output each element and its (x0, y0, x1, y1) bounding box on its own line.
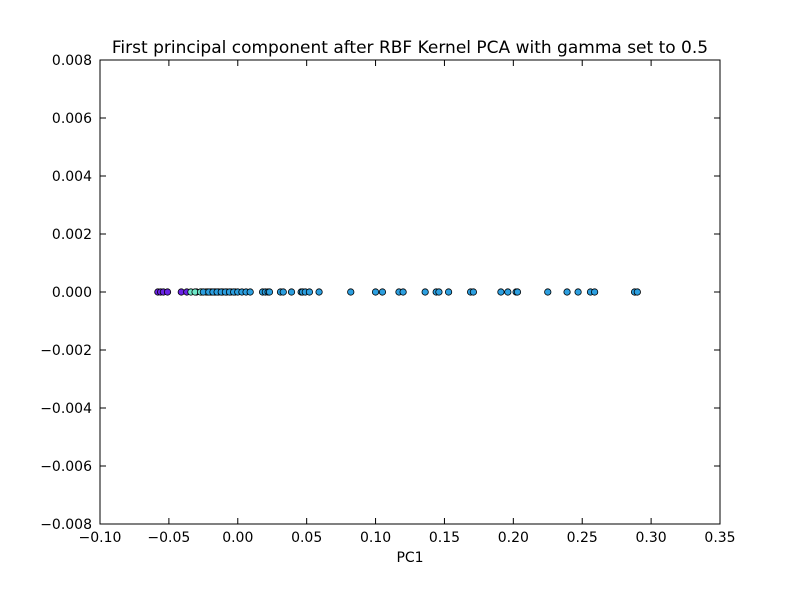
data-point (544, 288, 552, 296)
data-point (444, 288, 453, 296)
data-point (265, 288, 274, 296)
y-tick-label: −0.002 (40, 343, 92, 359)
x-tick-label: 0.20 (498, 530, 529, 546)
data-point (378, 288, 387, 296)
data-point (435, 288, 443, 296)
y-tick-label: 0.006 (52, 111, 92, 127)
x-axis-label: PC1 (396, 550, 423, 566)
x-tick-label: 0.00 (222, 530, 253, 546)
y-tick-label: −0.006 (40, 459, 92, 475)
y-tick-label: 0.000 (52, 285, 92, 301)
x-tick-label: 0.30 (636, 530, 667, 546)
data-point (421, 288, 429, 296)
data-point (371, 288, 380, 296)
data-point (347, 288, 355, 296)
data-point (279, 288, 287, 296)
data-point (469, 288, 477, 296)
data-point (574, 288, 582, 296)
x-tick-label: 0.10 (360, 530, 391, 546)
data-point (163, 288, 172, 296)
data-point (399, 288, 407, 296)
data-point (305, 288, 314, 296)
y-tick-label: −0.004 (40, 401, 92, 417)
data-point (315, 288, 323, 296)
x-tick-label: 0.05 (291, 530, 322, 546)
y-tick-label: 0.008 (52, 53, 92, 69)
points-layer (154, 288, 641, 296)
x-tick-label: −0.05 (147, 530, 190, 546)
data-point (287, 288, 296, 296)
data-point (513, 288, 522, 296)
data-point (497, 288, 505, 296)
y-tick-label: −0.008 (40, 517, 92, 533)
x-tick-label: 0.15 (429, 530, 460, 546)
data-point (633, 288, 641, 296)
y-tick-label: 0.002 (52, 227, 92, 243)
y-tick-label: 0.004 (52, 169, 92, 185)
x-tick-label: 0.25 (567, 530, 598, 546)
x-tick-label: −0.10 (79, 530, 122, 546)
chart-title: First principal component after RBF Kern… (112, 38, 708, 58)
data-point (591, 288, 599, 296)
data-point (246, 288, 254, 296)
data-point (563, 288, 571, 296)
data-point (504, 288, 512, 296)
x-tick-label: 0.35 (704, 530, 735, 546)
plot-frame (99, 59, 721, 525)
